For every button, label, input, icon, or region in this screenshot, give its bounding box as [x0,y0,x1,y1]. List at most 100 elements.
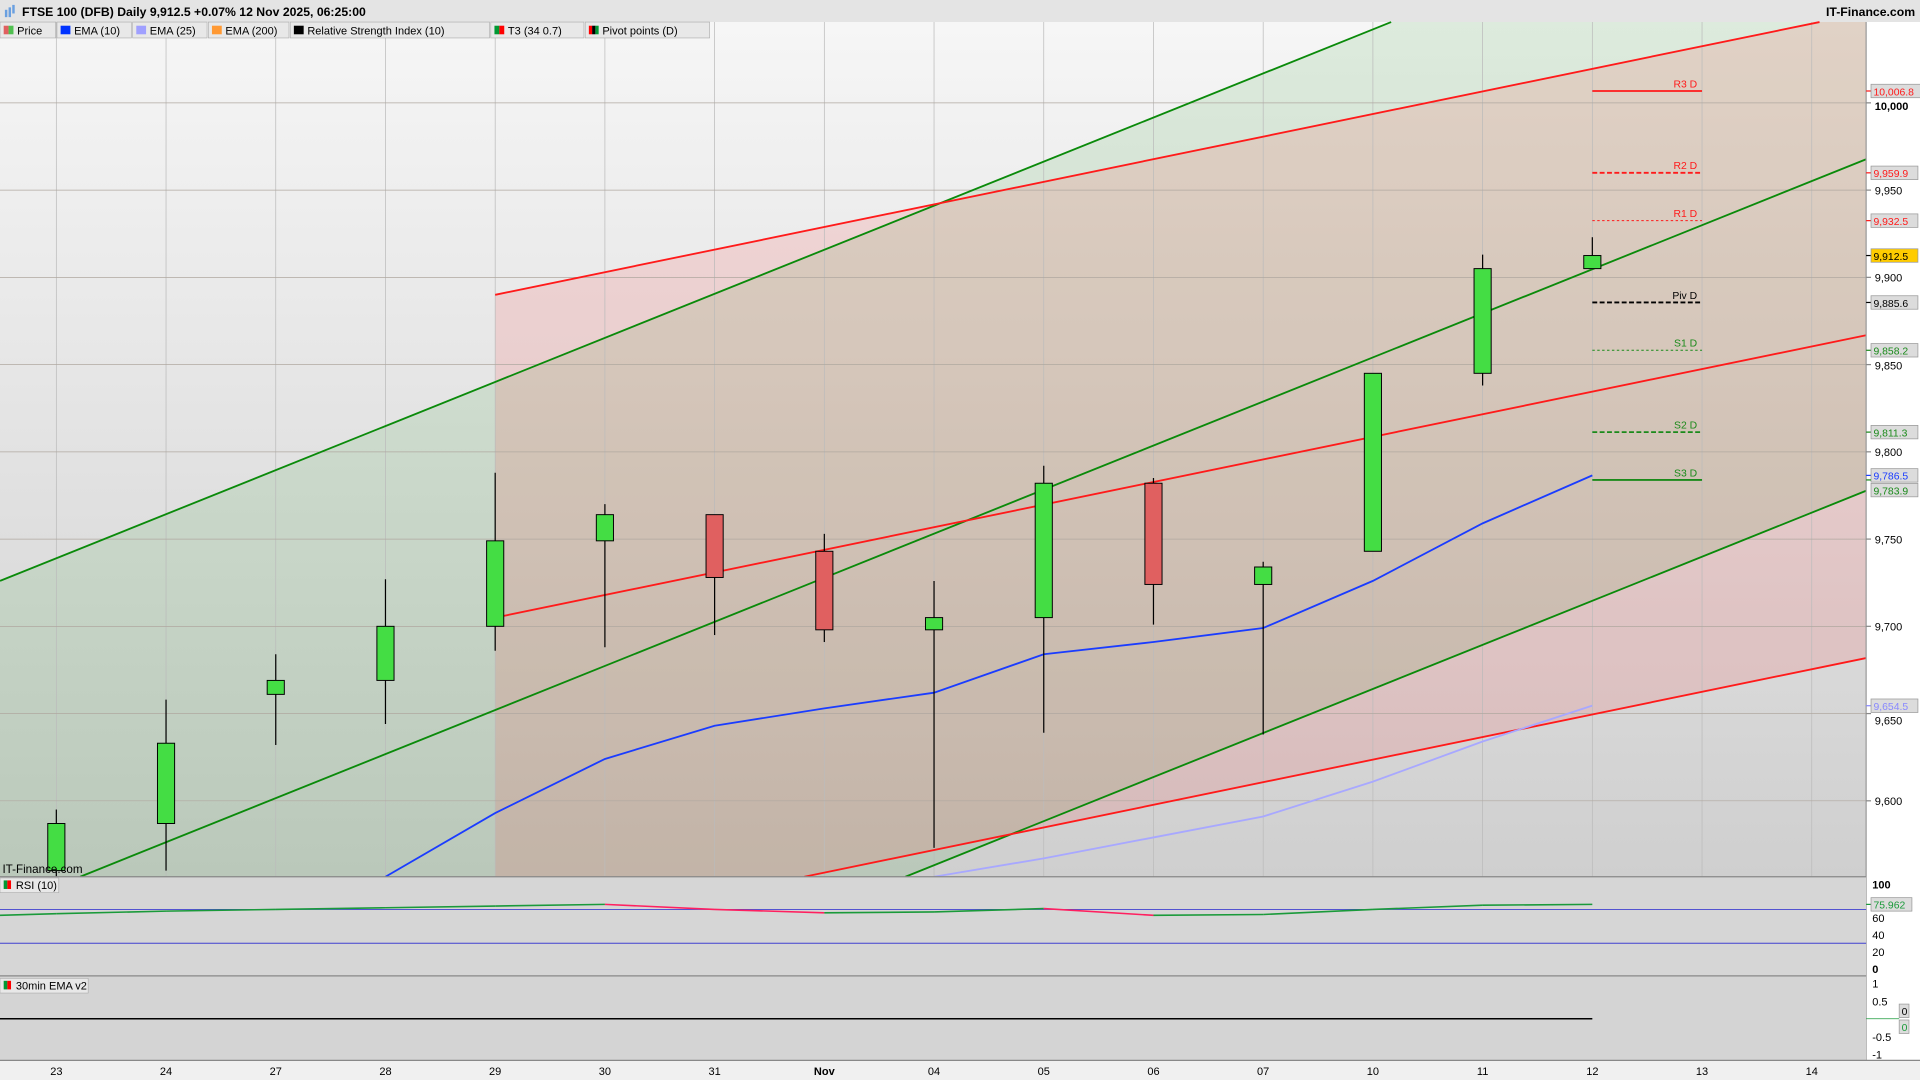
date-tick-label: 14 [1806,1066,1818,1078]
channel-line-green[interactable] [905,489,1867,878]
rsi-line-segment [714,908,825,914]
candle-05[interactable] [1034,465,1053,733]
legend-item-label: EMA (10) [74,25,120,37]
legend-item-label: Pivot points (D) [602,25,677,37]
channel-line-red[interactable] [494,334,1867,619]
pivot-label: S2 D [1674,420,1697,431]
pivot-label: S3 D [1674,468,1697,479]
candle-07[interactable] [1254,561,1273,735]
legend-item-box [132,21,208,39]
date-axis[interactable]: 23 24 27 28 29 30 31 Nov 04 05 06 07 10 11 12 13 14 [0,1059,1920,1080]
legend-item[interactable]: EMA (10) [56,21,132,39]
legend-item[interactable]: Price [0,21,57,39]
rsi-title: RSI (10) [16,880,57,892]
channel-line-green[interactable] [0,21,1392,582]
channel-line-red[interactable] [494,21,1820,296]
candle-27[interactable] [266,654,285,745]
legend-swatch-icon [60,25,71,35]
candle-11[interactable] [1473,254,1492,386]
candle-28[interactable] [376,579,395,725]
pivot-price-marker-box [1870,165,1919,180]
price-marker-box [1870,698,1919,713]
price-axis[interactable]: 10,006.8 10,000 9,959.9 9,950 9,932.5 9,912.5… [1865,22,1920,1061]
rsi-line-segment [934,907,1044,913]
date-tick-label: 28 [379,1066,391,1078]
pivot-price-marker-box [1870,213,1919,228]
rsi-swatch-icon [3,880,8,889]
legend-item[interactable]: EMA (200) [207,21,290,39]
candle-04[interactable] [924,580,944,848]
date-tick-label: 27 [270,1066,282,1078]
date-tick-label: 07 [1257,1066,1269,1078]
legend-swatch-icon [136,25,147,35]
ema-panel[interactable]: 30min EMA v2 1 0.5 -0.5 -1 0 0 [0,975,1910,1062]
legend-swatch-icon [211,25,222,35]
legend-item-label: Relative Strength Index (10) [307,25,444,37]
legend-item-box [207,21,290,39]
pivot-price-marker-box [1870,83,1920,99]
date-tick-label: 13 [1696,1066,1708,1078]
axis-tick-label: 9,650 [1875,716,1903,728]
rsi-tick-label: 20 [1872,947,1884,959]
date-tick-label: Nov [814,1066,836,1078]
legend-item[interactable]: Relative Strength Index (10) [289,21,490,39]
ema-swatch-icon [7,980,12,990]
date-axis-background [0,1060,1920,1080]
date-tick-label: 31 [708,1066,720,1078]
candle-10[interactable] [1363,372,1382,552]
chart-type-icon[interactable] [4,4,15,18]
rsi-tick-label: 40 [1872,930,1884,942]
candle-24[interactable] [156,699,176,871]
candle-23[interactable] [47,809,66,877]
candle-Nov[interactable] [815,533,834,643]
price-marker-label: 9,912.5 [1873,252,1908,263]
legend-item-box [0,21,57,39]
candle-body [376,625,395,681]
rsi-tick-label: 0 [1872,964,1878,976]
pivot-label: S1 D [1674,339,1697,350]
legend-item[interactable]: Pivot points (D) [584,21,710,39]
rsi-title-box [0,877,60,893]
legend-item[interactable]: T3 (34 0.7) [490,21,585,39]
legend-item[interactable]: EMA (25) [132,21,208,39]
green-channel-fill [0,22,1867,877]
candle-29[interactable] [486,472,505,651]
pivot-price-marker-label: 9,932.5 [1873,217,1908,228]
ema-swatch-icon [3,980,8,990]
brand-link[interactable]: IT-Finance.com [1826,5,1915,19]
channel-line-red[interactable] [804,657,1867,878]
price-panel[interactable]: R3 D R2 D R1 D Piv D S1 D S2 D S3 D [0,21,1867,878]
red-channel-fill [495,22,1867,877]
legend-item-label: T3 (34 0.7) [508,25,562,37]
rsi-line-segment [0,912,57,917]
candle-31[interactable] [705,514,724,636]
legend-item-label: EMA (25) [150,25,196,37]
ema-value-label: 0 [1902,1023,1908,1034]
candle-30[interactable] [595,504,614,648]
pivot-label: R3 D [1673,79,1697,90]
candle-body [156,742,176,824]
ema10-line[interactable] [385,474,1593,878]
chart-background [0,22,1867,877]
rsi-tick-label: 60 [1872,913,1884,925]
legend-item-box [56,21,132,39]
date-tick-label: 23 [50,1066,62,1078]
candle-12[interactable] [1583,237,1602,270]
candle-body [266,679,285,695]
ema-value-box [1898,1003,1910,1018]
date-tick-label: 05 [1038,1066,1050,1078]
candle-body [1144,482,1163,585]
axis-tick-label: 9,800 [1875,447,1903,459]
legend-swatch-icon [8,25,14,35]
pivot-price-marker-box [1870,343,1919,358]
legend-swatch-icon [588,25,593,35]
channel-line-green[interactable] [79,158,1867,878]
candle-06[interactable] [1144,478,1163,625]
rsi-swatch-icon [7,880,12,889]
rsi-line-segment [385,905,496,909]
ema25-line[interactable] [933,704,1593,878]
rsi-value-marker-label: 75.962 [1873,901,1905,912]
rsi-panel[interactable]: RSI (10) 100 60 40 20 0 75.962 [0,876,1913,976]
price-marker-box [1870,468,1919,483]
axis-tick-label: 9,750 [1875,534,1903,546]
